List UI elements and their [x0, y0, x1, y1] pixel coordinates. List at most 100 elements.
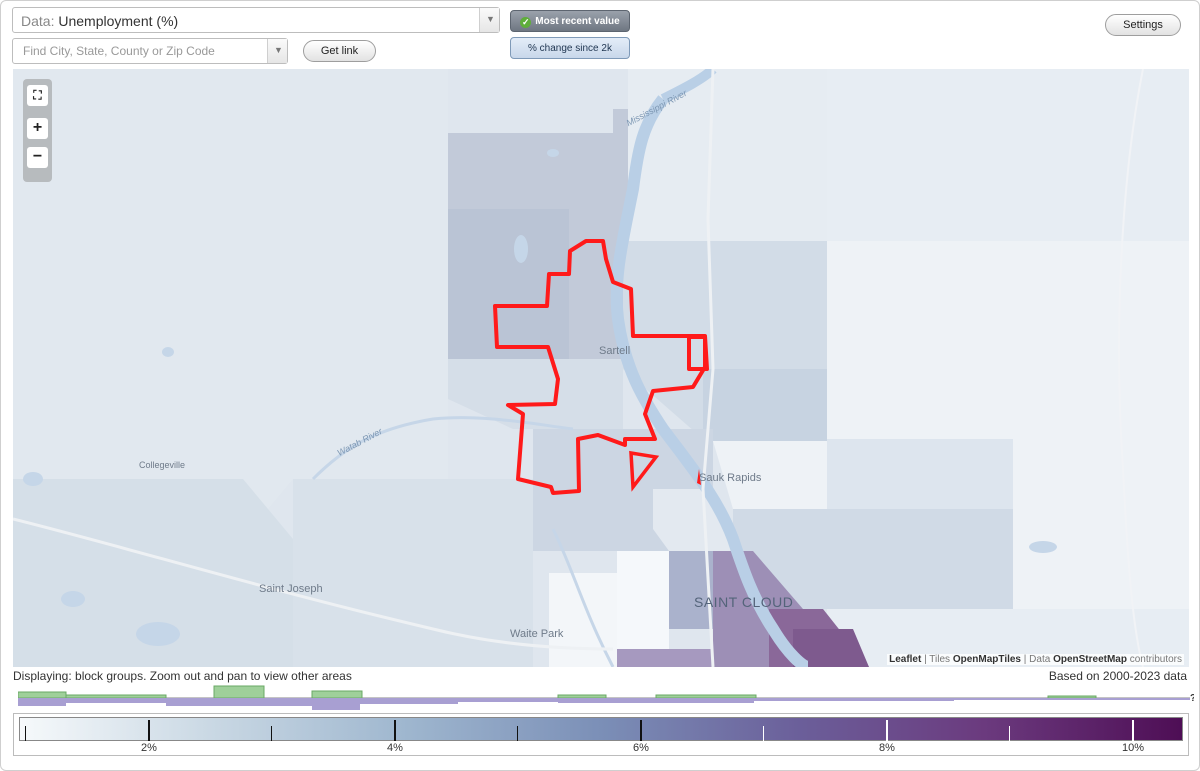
legend-tick	[640, 720, 642, 741]
attribution-osm-link[interactable]: OpenStreetMap	[1053, 654, 1127, 665]
road	[1118, 69, 1144, 667]
legend-tick	[886, 720, 888, 741]
data-select[interactable]: Data: Unemployment (%) ▼	[12, 7, 500, 33]
mississippi-river	[610, 95, 810, 667]
histogram-bar-purple	[66, 698, 166, 703]
attribution-tiles-link[interactable]: OpenMapTiles	[952, 654, 1021, 665]
attribution-text: | Tiles	[921, 654, 953, 665]
most-recent-value-button[interactable]: ✓ Most recent value	[510, 10, 630, 32]
histogram-bar-purple	[558, 698, 754, 703]
legend-tick	[1132, 720, 1134, 741]
distribution-histogram: ?	[18, 685, 1194, 710]
place-saint-joseph: Saint Joseph	[259, 583, 323, 595]
lake	[23, 472, 43, 486]
histogram-bar-green	[65, 694, 167, 699]
histogram-bar-purple	[954, 698, 1190, 700]
lake	[61, 591, 85, 607]
data-range-note: Based on 2000-2023 data	[1048, 669, 1187, 683]
chevron-down-icon: ▼	[486, 14, 495, 24]
place-saint-cloud: SAINT CLOUD	[694, 594, 794, 610]
zoom-control: ⛶ + −	[23, 79, 52, 182]
city-boundary	[493, 239, 709, 495]
place-sauk-rapids: Sauk Rapids	[699, 472, 762, 484]
block-group	[13, 479, 293, 667]
histogram-bar-purple	[166, 698, 312, 706]
data-select-value: Unemployment (%)	[58, 13, 179, 29]
data-select-text: Data: Unemployment (%)	[21, 13, 178, 29]
check-icon: ✓	[520, 17, 532, 28]
legend-tick	[148, 720, 150, 741]
block-group	[733, 509, 1013, 609]
city-boundary-fragment	[629, 450, 660, 492]
search-input[interactable]	[21, 43, 265, 59]
river-upstream	[660, 69, 717, 104]
display-level-note: Displaying: block groups. Zoom out and p…	[13, 669, 352, 683]
block-group	[617, 649, 713, 667]
block-group	[448, 209, 569, 359]
percent-change-button[interactable]: % change since 2k	[510, 37, 630, 59]
place-waite-park: Waite Park	[510, 628, 564, 640]
block-group	[13, 69, 448, 539]
histogram-bar-green	[213, 685, 265, 699]
place-collegeville: Collegeville	[139, 460, 186, 470]
place-sartell: Sartell	[599, 345, 631, 357]
block-group	[293, 479, 533, 667]
block-group	[703, 369, 827, 441]
legend-tick	[517, 726, 518, 741]
histogram-bar-purple	[360, 698, 458, 704]
lake	[547, 149, 559, 157]
legend-tick	[25, 726, 26, 741]
map-attribution: Leaflet | Tiles OpenMapTiles | Data Open…	[887, 654, 1184, 665]
lake	[162, 347, 174, 357]
legend-tick	[1009, 726, 1010, 741]
histogram-bar-green	[18, 691, 67, 699]
zoom-in-button[interactable]: +	[27, 118, 48, 139]
map-view[interactable]: ⛶ + − Sartell Sauk Rapids SAINT CLOUD Sa…	[13, 69, 1189, 667]
histogram-bar-purple	[754, 698, 954, 701]
road	[13, 517, 614, 651]
histogram-bar-green	[1047, 695, 1097, 699]
watab-river	[311, 416, 574, 481]
zoom-out-button[interactable]: −	[27, 147, 48, 168]
road	[701, 69, 715, 667]
data-select-dropdown-button[interactable]: ▼	[479, 8, 499, 32]
city-boundary-fragment	[697, 469, 701, 485]
legend-label-8: 8%	[879, 742, 895, 754]
legend-label-4: 4%	[387, 742, 403, 754]
most-recent-value-label: Most recent value	[535, 16, 620, 27]
search-dropdown-button[interactable]: ▼	[267, 39, 287, 63]
legend-tick	[763, 726, 764, 741]
color-legend: 2% 4% 6% 8% 10%	[13, 713, 1189, 756]
settings-button[interactable]: Settings	[1105, 14, 1181, 36]
block-group	[713, 441, 827, 509]
legend-label-6: 6%	[633, 742, 649, 754]
block-group	[448, 359, 623, 429]
histogram-bar-purple	[18, 698, 66, 706]
attribution-text: contributors	[1126, 654, 1182, 665]
legend-color-ramp	[19, 717, 1183, 741]
lake	[1029, 541, 1057, 553]
histogram-bar-green	[311, 690, 363, 699]
legend-label-10: 10%	[1121, 742, 1145, 754]
histogram-bar-green	[557, 694, 607, 699]
attribution-text: | Data	[1021, 654, 1054, 665]
histogram-bar-purple	[458, 698, 558, 702]
histogram-bar-green	[655, 694, 757, 699]
fullscreen-button[interactable]: ⛶	[27, 85, 48, 106]
legend-label-2: 2%	[141, 742, 157, 754]
data-select-prefix: Data:	[21, 13, 55, 29]
block-group	[617, 551, 669, 667]
unknown-marker: ?	[1190, 693, 1194, 704]
histogram-bar-purple	[312, 698, 360, 710]
location-search[interactable]: ▼	[12, 38, 288, 64]
block-group	[793, 629, 869, 667]
legend-tick	[394, 720, 396, 741]
get-link-button[interactable]: Get link	[303, 40, 376, 62]
block-group	[628, 69, 827, 241]
legend-tick	[271, 726, 272, 741]
choropleth-map	[13, 69, 1189, 667]
chevron-down-icon: ▼	[274, 45, 283, 55]
attribution-leaflet-link[interactable]: Leaflet	[889, 654, 922, 665]
lake	[514, 235, 528, 263]
